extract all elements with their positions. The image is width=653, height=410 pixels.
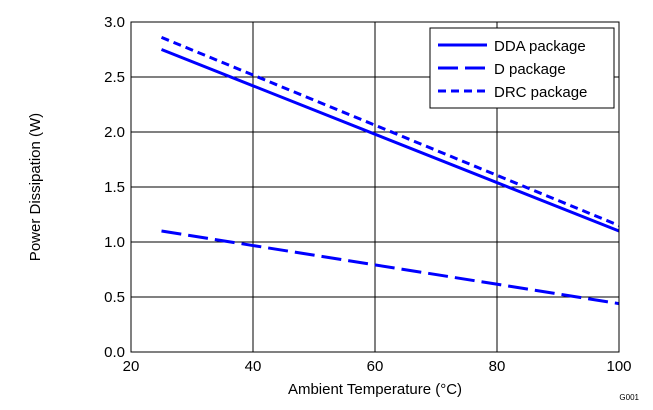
- x-tick-label: 60: [367, 358, 384, 375]
- series-line-d: [161, 229, 620, 306]
- x-tick-label: 100: [606, 358, 631, 375]
- y-axis-label: Power Dissipation (W): [27, 113, 44, 261]
- figure-code: G001: [619, 393, 639, 402]
- y-tick-label: 0.5: [104, 289, 125, 306]
- x-tick-labels: 20 40 60 80 100: [123, 358, 632, 375]
- legend-label-drc: DRC package: [494, 84, 587, 101]
- series-lines: [160, 36, 620, 306]
- series-line-dda: [160, 48, 620, 233]
- legend-box: [429, 27, 615, 109]
- legend-label-dda: DDA package: [494, 38, 586, 55]
- x-tick-label: 80: [489, 358, 506, 375]
- y-tick-label: 3.0: [104, 14, 125, 31]
- x-tick-label: 20: [123, 358, 140, 375]
- x-axis-label: Ambient Temperature (°C): [288, 381, 462, 398]
- legend-label-d: D package: [494, 61, 566, 78]
- plot-frame: [130, 21, 620, 353]
- y-tick-label: 1.0: [104, 234, 125, 251]
- y-tick-label: 2.0: [104, 124, 125, 141]
- legend: DDA package D package DRC package: [429, 27, 615, 109]
- y-tick-labels: 0.0 0.5 1.0 1.5 2.0 2.5 3.0: [104, 14, 125, 361]
- x-tick-label: 40: [245, 358, 262, 375]
- y-tick-label: 0.0: [104, 344, 125, 361]
- y-tick-label: 1.5: [104, 179, 125, 196]
- y-tick-label: 2.5: [104, 69, 125, 86]
- series-line-drc: [160, 36, 620, 227]
